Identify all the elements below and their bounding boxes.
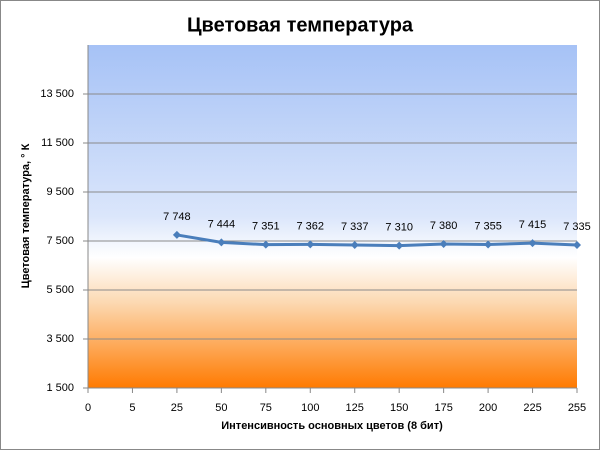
series-line xyxy=(176,233,578,248)
x-tick-label: 150 xyxy=(390,402,408,414)
x-tick-label: 100 xyxy=(301,402,319,414)
y-tick-label: 13 500 xyxy=(40,88,74,100)
point-marker xyxy=(395,241,404,250)
y-tick-label: 3 500 xyxy=(46,333,74,345)
y-tick-label: 11 500 xyxy=(41,137,74,149)
x-tick-label: 50 xyxy=(215,402,227,414)
x-tick-label: 75 xyxy=(260,402,272,414)
data-label: 7 748 xyxy=(163,211,191,223)
x-tick-label: 5 xyxy=(129,402,135,414)
point-marker xyxy=(439,239,448,248)
data-label: 7 335 xyxy=(563,221,591,233)
x-tick-label: 175 xyxy=(434,402,452,414)
y-tick-label: 9 500 xyxy=(46,186,74,198)
y-tick-label: 7 500 xyxy=(46,235,74,247)
point-marker xyxy=(573,241,581,250)
y-axis-title: Цветовая температура, ° К xyxy=(20,143,32,288)
data-label: 7 337 xyxy=(341,221,369,233)
point-marker xyxy=(172,230,181,239)
data-label: 7 351 xyxy=(252,221,280,233)
y-tick-label: 1 500 xyxy=(46,382,74,394)
x-axis-title: Интенсивность основных цветов (8 бит) xyxy=(221,420,443,432)
chart-title: Цветовая температура xyxy=(187,14,414,36)
plot-area xyxy=(88,45,577,388)
x-tick-label: 25 xyxy=(171,402,183,414)
x-tick-label: 125 xyxy=(346,402,364,414)
x-tick-label: 225 xyxy=(523,402,541,414)
x-tick-label: 200 xyxy=(479,402,497,414)
x-tick-label: 255 xyxy=(568,402,586,414)
data-label: 7 444 xyxy=(208,218,236,230)
y-tick-label: 5 500 xyxy=(46,284,74,296)
point-marker xyxy=(217,238,226,247)
data-label: 7 362 xyxy=(297,220,325,232)
point-marker xyxy=(350,240,359,249)
data-label: 7 310 xyxy=(385,222,413,234)
point-marker xyxy=(306,240,315,249)
data-label: 7 380 xyxy=(430,220,458,232)
point-marker xyxy=(261,240,270,249)
point-marker xyxy=(528,239,537,248)
data-label: 7 355 xyxy=(474,220,502,232)
point-marker xyxy=(484,240,493,249)
data-label: 7 415 xyxy=(519,219,547,231)
x-tick-label: 0 xyxy=(85,402,91,414)
